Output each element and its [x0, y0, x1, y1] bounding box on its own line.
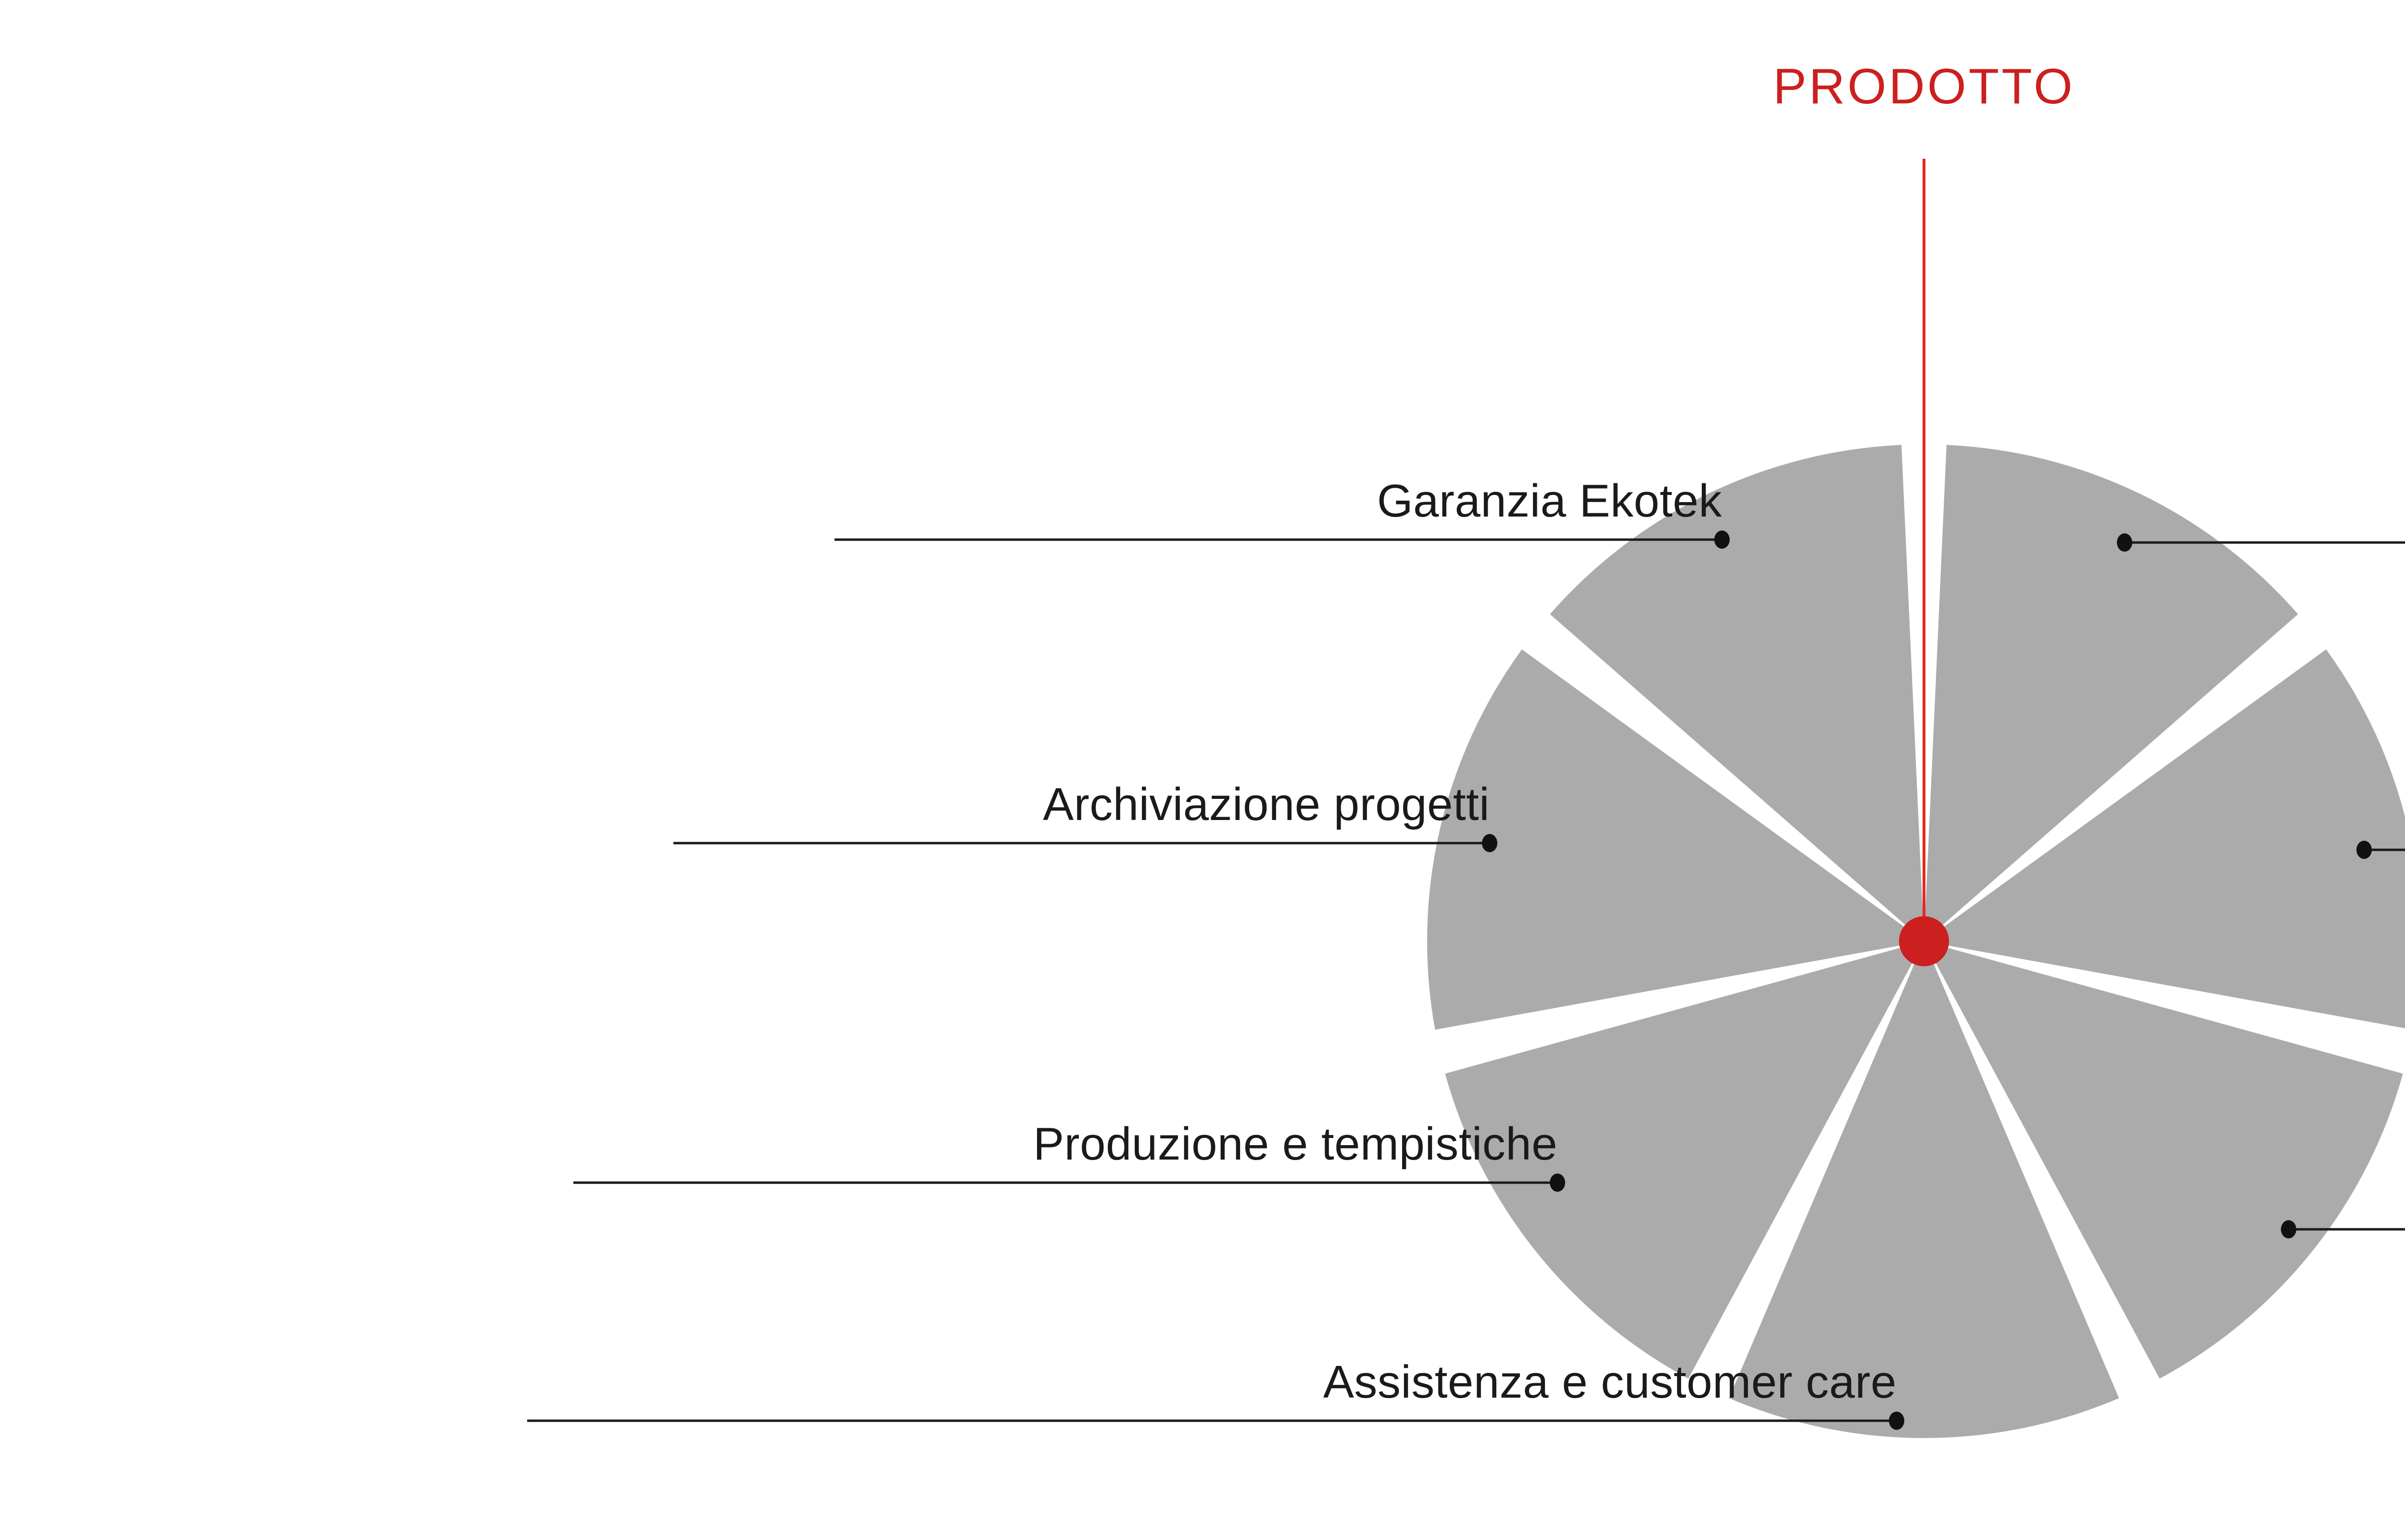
pie-slice-produzione-e-tempistiche[interactable] — [1445, 941, 1924, 1379]
pie-slice-consulenza-tecnica[interactable] — [1924, 649, 2405, 1030]
leader-lines — [527, 538, 2405, 1422]
leader-dot-analisi-e-progettazione-custom[interactable] — [2117, 533, 2132, 552]
pie-slice-assistenza-in-posa[interactable] — [1924, 941, 2403, 1379]
leader-dots — [1482, 530, 2372, 1430]
segment-label-garanzia-ekotek: Garanzia Ekotek — [1377, 475, 1722, 527]
pie-slice-archiviazione-progetti[interactable] — [1427, 649, 1924, 1030]
center-hub-dot — [1899, 916, 1949, 966]
pie-slice-garanzia-ekotek[interactable] — [1550, 445, 1924, 941]
pie-slice-analisi-e-progettazione-custom[interactable] — [1924, 445, 2298, 941]
segment-labels: Analisi e progettazione customConsulenza… — [1033, 475, 1897, 1408]
leader-dot-archiviazione-progetti[interactable] — [1482, 834, 1497, 852]
segment-label-produzione-e-tempistiche: Produzione e tempistiche — [1033, 1118, 1557, 1170]
pie-slices — [1427, 445, 2405, 1438]
segment-label-archiviazione-progetti: Archiviazione progetti — [1043, 779, 1490, 830]
leader-dot-assistenza-e-customer-care[interactable] — [1889, 1412, 1904, 1430]
pie-slice-assistenza-e-customer-care[interactable] — [1729, 941, 2119, 1438]
leader-dot-assistenza-in-posa[interactable] — [2281, 1220, 2296, 1238]
leader-dot-garanzia-ekotek[interactable] — [1714, 530, 1730, 549]
leader-dot-consulenza-tecnica[interactable] — [2356, 841, 2372, 859]
leader-dot-produzione-e-tempistiche[interactable] — [1550, 1174, 1565, 1192]
page-title: PRODOTTO — [1773, 59, 2075, 114]
segment-label-assistenza-e-customer-care: Assistenza e customer care — [1323, 1356, 1897, 1408]
